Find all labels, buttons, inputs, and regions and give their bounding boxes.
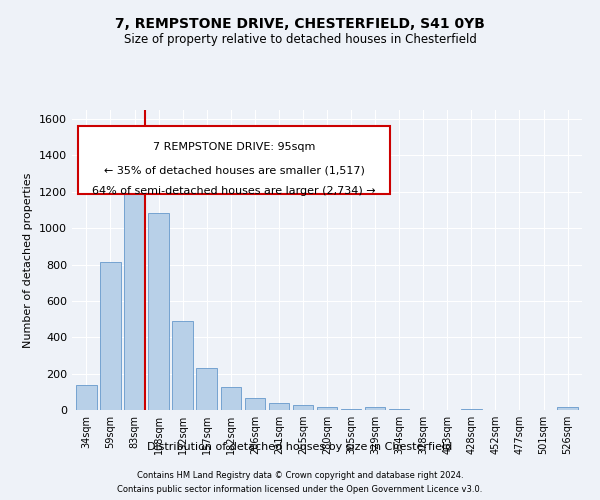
Text: 7 REMPSTONE DRIVE: 95sqm: 7 REMPSTONE DRIVE: 95sqm [153,142,315,152]
Text: Contains public sector information licensed under the Open Government Licence v3: Contains public sector information licen… [118,484,482,494]
Text: Contains HM Land Registry data © Crown copyright and database right 2024.: Contains HM Land Registry data © Crown c… [137,472,463,480]
Bar [245,398,265,410]
Bar [196,368,217,410]
Text: ← 35% of detached houses are smaller (1,517): ← 35% of detached houses are smaller (1,… [104,166,364,175]
Bar [124,176,145,410]
Bar [293,406,313,410]
Bar [148,212,169,410]
Bar [341,409,361,410]
FancyBboxPatch shape [78,126,390,194]
Bar [100,262,121,410]
Text: 7, REMPSTONE DRIVE, CHESTERFIELD, S41 0YB: 7, REMPSTONE DRIVE, CHESTERFIELD, S41 0Y… [115,18,485,32]
Bar [172,321,193,410]
Bar [365,408,385,410]
Bar [317,408,337,410]
Bar [221,388,241,410]
Bar [76,384,97,410]
Text: Distribution of detached houses by size in Chesterfield: Distribution of detached houses by size … [148,442,452,452]
Y-axis label: Number of detached properties: Number of detached properties [23,172,34,348]
Bar [461,409,482,410]
Bar [269,403,289,410]
Text: Size of property relative to detached houses in Chesterfield: Size of property relative to detached ho… [124,32,476,46]
Bar [557,408,578,410]
Text: 64% of semi-detached houses are larger (2,734) →: 64% of semi-detached houses are larger (… [92,186,376,196]
Bar [389,409,409,410]
